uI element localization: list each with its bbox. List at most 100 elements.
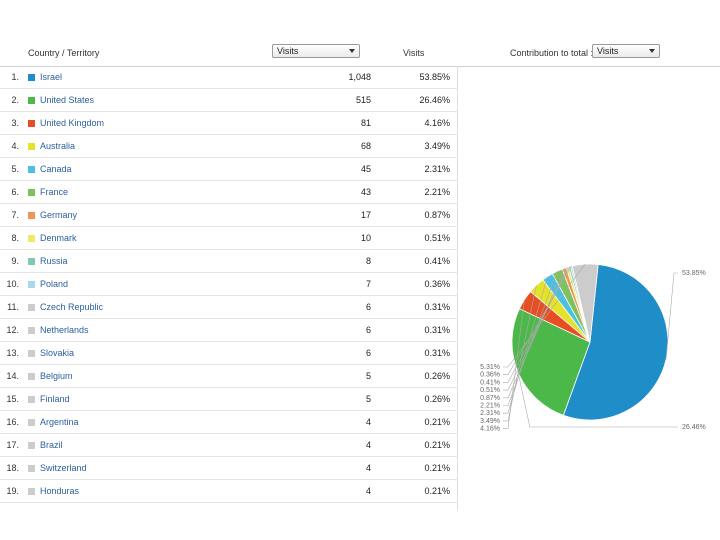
- row-rank: 7.: [11, 210, 19, 220]
- visits-value: 81: [360, 118, 371, 128]
- country-link[interactable]: United States: [40, 95, 95, 105]
- table-row: 5. Canada 45 2.31%: [0, 158, 458, 181]
- column-header-country[interactable]: Country / Territory: [28, 48, 100, 58]
- leader-line: [665, 272, 678, 360]
- pie-data-label: 0.51%: [480, 387, 500, 394]
- country-link[interactable]: France: [40, 187, 69, 197]
- legend-swatch: [28, 465, 35, 472]
- country-link[interactable]: Czech Republic: [40, 302, 104, 312]
- chevron-down-icon: [349, 49, 355, 53]
- leader-line: [503, 267, 568, 391]
- metric-select-value: Visits: [277, 46, 299, 56]
- visits-value: 7: [365, 279, 371, 289]
- legend-swatch: [28, 212, 35, 219]
- pie-data-label: 0.36%: [480, 372, 500, 379]
- country-link[interactable]: Germany: [40, 210, 78, 220]
- percent-value: 26.46%: [419, 95, 450, 105]
- leader-line: [503, 263, 586, 368]
- pie-data-label: 3.49%: [480, 418, 500, 425]
- legend-swatch: [28, 327, 35, 334]
- table-row: 19. Honduras 4 0.21%: [0, 480, 458, 503]
- visits-value: 1,048: [348, 72, 371, 82]
- visits-value: 6: [365, 348, 371, 358]
- country-link[interactable]: Denmark: [40, 233, 77, 243]
- visits-value: 10: [360, 233, 371, 243]
- percent-value: 0.51%: [424, 233, 450, 243]
- visits-value: 43: [360, 187, 371, 197]
- percent-value: 2.21%: [424, 187, 450, 197]
- contribution-select[interactable]: Visits: [592, 44, 660, 58]
- legend-swatch: [28, 419, 35, 426]
- country-link[interactable]: Finland: [40, 394, 70, 404]
- legend-swatch: [28, 396, 35, 403]
- pie-data-label: 5.31%: [480, 364, 500, 371]
- country-link[interactable]: Switzerland: [40, 463, 87, 473]
- table-row: 7. Germany 17 0.87%: [0, 204, 458, 227]
- row-rank: 12.: [6, 325, 19, 335]
- country-table: 1. Israel 1,048 53.85% 2. United States 515 26.…: [0, 66, 458, 503]
- contribution-select-value: Visits: [597, 46, 619, 56]
- visits-value: 6: [365, 325, 371, 335]
- row-rank: 2.: [11, 95, 19, 105]
- leader-line: [503, 268, 565, 399]
- visits-value: 45: [360, 164, 371, 174]
- country-link[interactable]: Brazil: [40, 440, 63, 450]
- country-link[interactable]: Canada: [40, 164, 72, 174]
- legend-swatch: [28, 488, 35, 495]
- visits-value: 5: [365, 394, 371, 404]
- leader-line: [503, 285, 537, 422]
- country-link[interactable]: Belgium: [40, 371, 73, 381]
- contribution-pie-chart: 53.85% 26.46% 5.31% 0.36% 0.41% 0.51% 0.87% 2.2…: [470, 255, 720, 445]
- leader-line: [503, 276, 548, 414]
- country-link[interactable]: Russia: [40, 256, 68, 266]
- row-rank: 14.: [6, 371, 19, 381]
- country-link[interactable]: Netherlands: [40, 325, 89, 335]
- percent-value: 0.41%: [424, 256, 450, 266]
- row-rank: 11.: [7, 302, 19, 312]
- metric-select[interactable]: Visits: [272, 44, 360, 58]
- row-rank: 19.: [6, 486, 19, 496]
- country-link[interactable]: Argentina: [40, 417, 79, 427]
- legend-swatch: [28, 97, 35, 104]
- row-rank: 4.: [11, 141, 19, 151]
- leader-line: [503, 299, 525, 429]
- legend-swatch: [28, 235, 35, 242]
- table-row: 16. Argentina 4 0.21%: [0, 411, 458, 434]
- visits-value: 17: [360, 210, 371, 220]
- table-row: 18. Switzerland 4 0.21%: [0, 457, 458, 480]
- country-link[interactable]: Australia: [40, 141, 76, 151]
- column-header-visits[interactable]: Visits: [403, 48, 425, 58]
- percent-value: 0.31%: [424, 348, 450, 358]
- country-link[interactable]: Honduras: [40, 486, 80, 496]
- visits-value: 4: [365, 417, 371, 427]
- row-rank: 18.: [6, 463, 19, 473]
- legend-swatch: [28, 74, 35, 81]
- table-row: 1. Israel 1,048 53.85%: [0, 66, 458, 89]
- visits-value: 5: [365, 371, 371, 381]
- visits-value: 4: [365, 486, 371, 496]
- legend-swatch: [28, 189, 35, 196]
- percent-value: 0.31%: [424, 325, 450, 335]
- table-row: 3. United Kingdom 81 4.16%: [0, 112, 458, 135]
- legend-swatch: [28, 304, 35, 311]
- row-rank: 16.: [6, 417, 19, 427]
- percent-value: 4.16%: [424, 118, 450, 128]
- visits-value: 4: [365, 440, 371, 450]
- table-row: 15. Finland 5 0.26%: [0, 388, 458, 411]
- pie-data-label: 2.31%: [480, 410, 500, 417]
- country-link[interactable]: Israel: [40, 72, 63, 82]
- country-link[interactable]: Slovakia: [40, 348, 75, 358]
- country-link[interactable]: United Kingdom: [40, 118, 105, 128]
- pie-data-label: 26.46%: [682, 424, 706, 431]
- country-link[interactable]: Poland: [40, 279, 69, 289]
- percent-value: 0.26%: [424, 371, 450, 381]
- visits-value: 515: [355, 95, 371, 105]
- row-rank: 15.: [6, 394, 19, 404]
- table-row: 12. Netherlands 6 0.31%: [0, 319, 458, 342]
- row-rank: 5.: [11, 164, 19, 174]
- table-row: 6. France 43 2.21%: [0, 181, 458, 204]
- table-row: 10. Poland 7 0.36%: [0, 273, 458, 296]
- visits-value: 4: [365, 463, 371, 473]
- row-rank: 10.: [6, 279, 19, 289]
- row-rank: 13.: [6, 348, 19, 358]
